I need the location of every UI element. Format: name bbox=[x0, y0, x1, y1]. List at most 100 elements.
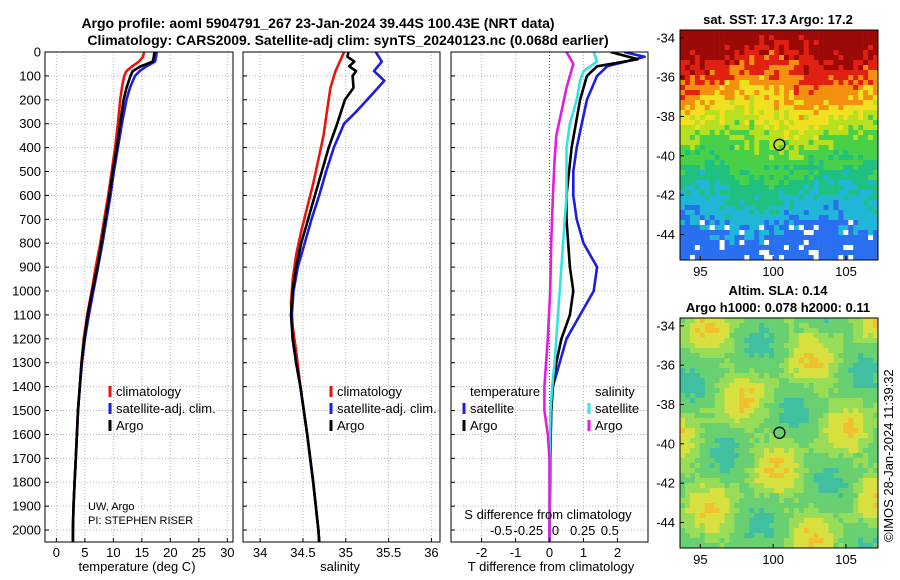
map-cell bbox=[769, 368, 775, 374]
map-cell bbox=[868, 230, 874, 236]
map-cell bbox=[774, 145, 780, 151]
map-cell bbox=[694, 443, 701, 449]
sla-map-title: Altim. SLA: 0.14 bbox=[729, 283, 829, 298]
map-cell bbox=[833, 145, 839, 151]
map-cell bbox=[863, 498, 869, 504]
map-cell bbox=[724, 458, 730, 464]
map-cell bbox=[729, 105, 735, 111]
map-cell bbox=[813, 140, 819, 146]
map-cell bbox=[704, 35, 710, 41]
map-cell bbox=[699, 368, 706, 374]
map-cell bbox=[803, 318, 809, 324]
difference-legend: temperature satellite Argo salinity sate… bbox=[462, 384, 639, 433]
map-cell bbox=[744, 513, 750, 519]
map-cell bbox=[823, 115, 829, 121]
map-cell bbox=[739, 433, 745, 439]
map-cell bbox=[744, 448, 750, 454]
map-cell bbox=[828, 80, 834, 86]
map-cell bbox=[779, 35, 785, 41]
map-cell bbox=[843, 135, 849, 141]
map-cell bbox=[868, 383, 874, 389]
map-cell bbox=[744, 250, 750, 256]
map-cell bbox=[828, 408, 834, 414]
map-cell bbox=[739, 393, 745, 399]
map-cell bbox=[838, 50, 844, 56]
map-cell bbox=[689, 438, 696, 444]
map-cell bbox=[744, 318, 750, 324]
map-cell bbox=[803, 413, 809, 419]
map-cell bbox=[739, 190, 745, 196]
map-cell bbox=[808, 408, 814, 414]
map-cell bbox=[779, 45, 785, 51]
map-cell bbox=[873, 60, 879, 66]
map-cell bbox=[739, 135, 745, 141]
map-cell bbox=[719, 368, 725, 374]
map-cell bbox=[858, 95, 864, 101]
map-cell bbox=[774, 225, 780, 231]
map-cell bbox=[848, 140, 854, 146]
map-cell bbox=[788, 343, 795, 349]
map-cell bbox=[838, 80, 844, 86]
map-cell bbox=[793, 235, 800, 241]
map-cell bbox=[788, 453, 795, 459]
map-cell bbox=[803, 30, 809, 36]
map-cell bbox=[783, 498, 790, 504]
map-cell bbox=[734, 403, 740, 409]
map-cell bbox=[873, 433, 879, 439]
map-cell bbox=[754, 478, 760, 484]
map-cell bbox=[759, 478, 765, 484]
map-cell bbox=[684, 488, 691, 494]
map-cell bbox=[774, 453, 780, 459]
map-cell bbox=[779, 65, 785, 71]
map-cell bbox=[843, 150, 849, 156]
map-cell bbox=[853, 140, 859, 146]
map-cell bbox=[873, 378, 879, 384]
map-cell bbox=[858, 423, 864, 429]
map-cell bbox=[774, 90, 780, 96]
map-cell bbox=[858, 125, 864, 131]
map-cell bbox=[823, 160, 829, 166]
map-cell bbox=[724, 403, 730, 409]
map-cell bbox=[734, 60, 740, 66]
map-cell bbox=[759, 155, 765, 161]
map-cell bbox=[853, 438, 859, 444]
map-cell bbox=[694, 518, 701, 524]
map-cell bbox=[719, 408, 725, 414]
map-cell bbox=[694, 90, 701, 96]
map-cell bbox=[838, 235, 844, 241]
map-cell bbox=[863, 200, 869, 206]
map-cell bbox=[719, 428, 725, 434]
map-cell bbox=[714, 353, 720, 359]
map-cell bbox=[689, 468, 696, 474]
map-cell bbox=[863, 150, 869, 156]
map-cell bbox=[798, 235, 805, 241]
map-cell bbox=[759, 348, 765, 354]
map-cell bbox=[699, 438, 706, 444]
map-cell bbox=[858, 115, 864, 121]
map-cell bbox=[724, 498, 730, 504]
map-cell bbox=[798, 65, 805, 71]
map-cell bbox=[868, 398, 874, 404]
map-cell bbox=[754, 150, 760, 156]
map-cell bbox=[858, 333, 864, 339]
map-cell bbox=[868, 110, 874, 116]
map-cell bbox=[838, 408, 844, 414]
map-cell bbox=[793, 378, 800, 384]
map-cell bbox=[823, 533, 829, 539]
map-cell bbox=[774, 388, 780, 394]
map-cell bbox=[734, 508, 740, 514]
map-cell bbox=[749, 80, 755, 86]
map-cell bbox=[848, 388, 854, 394]
map-cell bbox=[714, 210, 720, 216]
map-cell bbox=[699, 378, 706, 384]
map-cell bbox=[724, 483, 730, 489]
map-cell bbox=[724, 75, 730, 81]
map-cell bbox=[808, 493, 814, 499]
map-cell bbox=[774, 130, 780, 136]
map-cell bbox=[858, 528, 864, 534]
map-cell bbox=[798, 210, 805, 216]
map-cell bbox=[848, 190, 854, 196]
map-cell bbox=[689, 40, 696, 46]
map-cell bbox=[858, 478, 864, 484]
map-cell bbox=[719, 235, 725, 241]
